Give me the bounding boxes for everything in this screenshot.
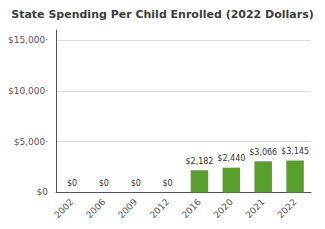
svg-text:2009: 2009 [116,197,139,220]
svg-text:$5,000·: $5,000· [14,137,48,147]
svg-text:$3,145: $3,145 [281,147,309,156]
svg-text:$0: $0 [99,179,109,188]
svg-text:2020: 2020 [212,197,235,220]
svg-text:2002: 2002 [52,197,75,220]
svg-text:$10,000·: $10,000· [8,86,48,96]
svg-text:$2,182: $2,182 [185,157,213,166]
svg-text:$0: $0 [67,179,77,188]
svg-text:2012: 2012 [148,197,171,220]
svg-text:2021: 2021 [243,197,266,220]
svg-text:$0: $0 [163,179,173,188]
svg-text:$15,000·: $15,000· [8,35,48,45]
svg-text:State Spending Per Child Enrol: State Spending Per Child Enrolled (2022 … [11,8,314,21]
svg-text:$0: $0 [37,187,49,197]
svg-text:$0: $0 [131,179,141,188]
svg-text:2016: 2016 [180,197,203,220]
svg-text:2022: 2022 [275,197,298,220]
svg-text:$3,066: $3,066 [249,148,277,157]
svg-text:$2,440: $2,440 [217,154,245,163]
svg-text:2006: 2006 [84,197,107,220]
